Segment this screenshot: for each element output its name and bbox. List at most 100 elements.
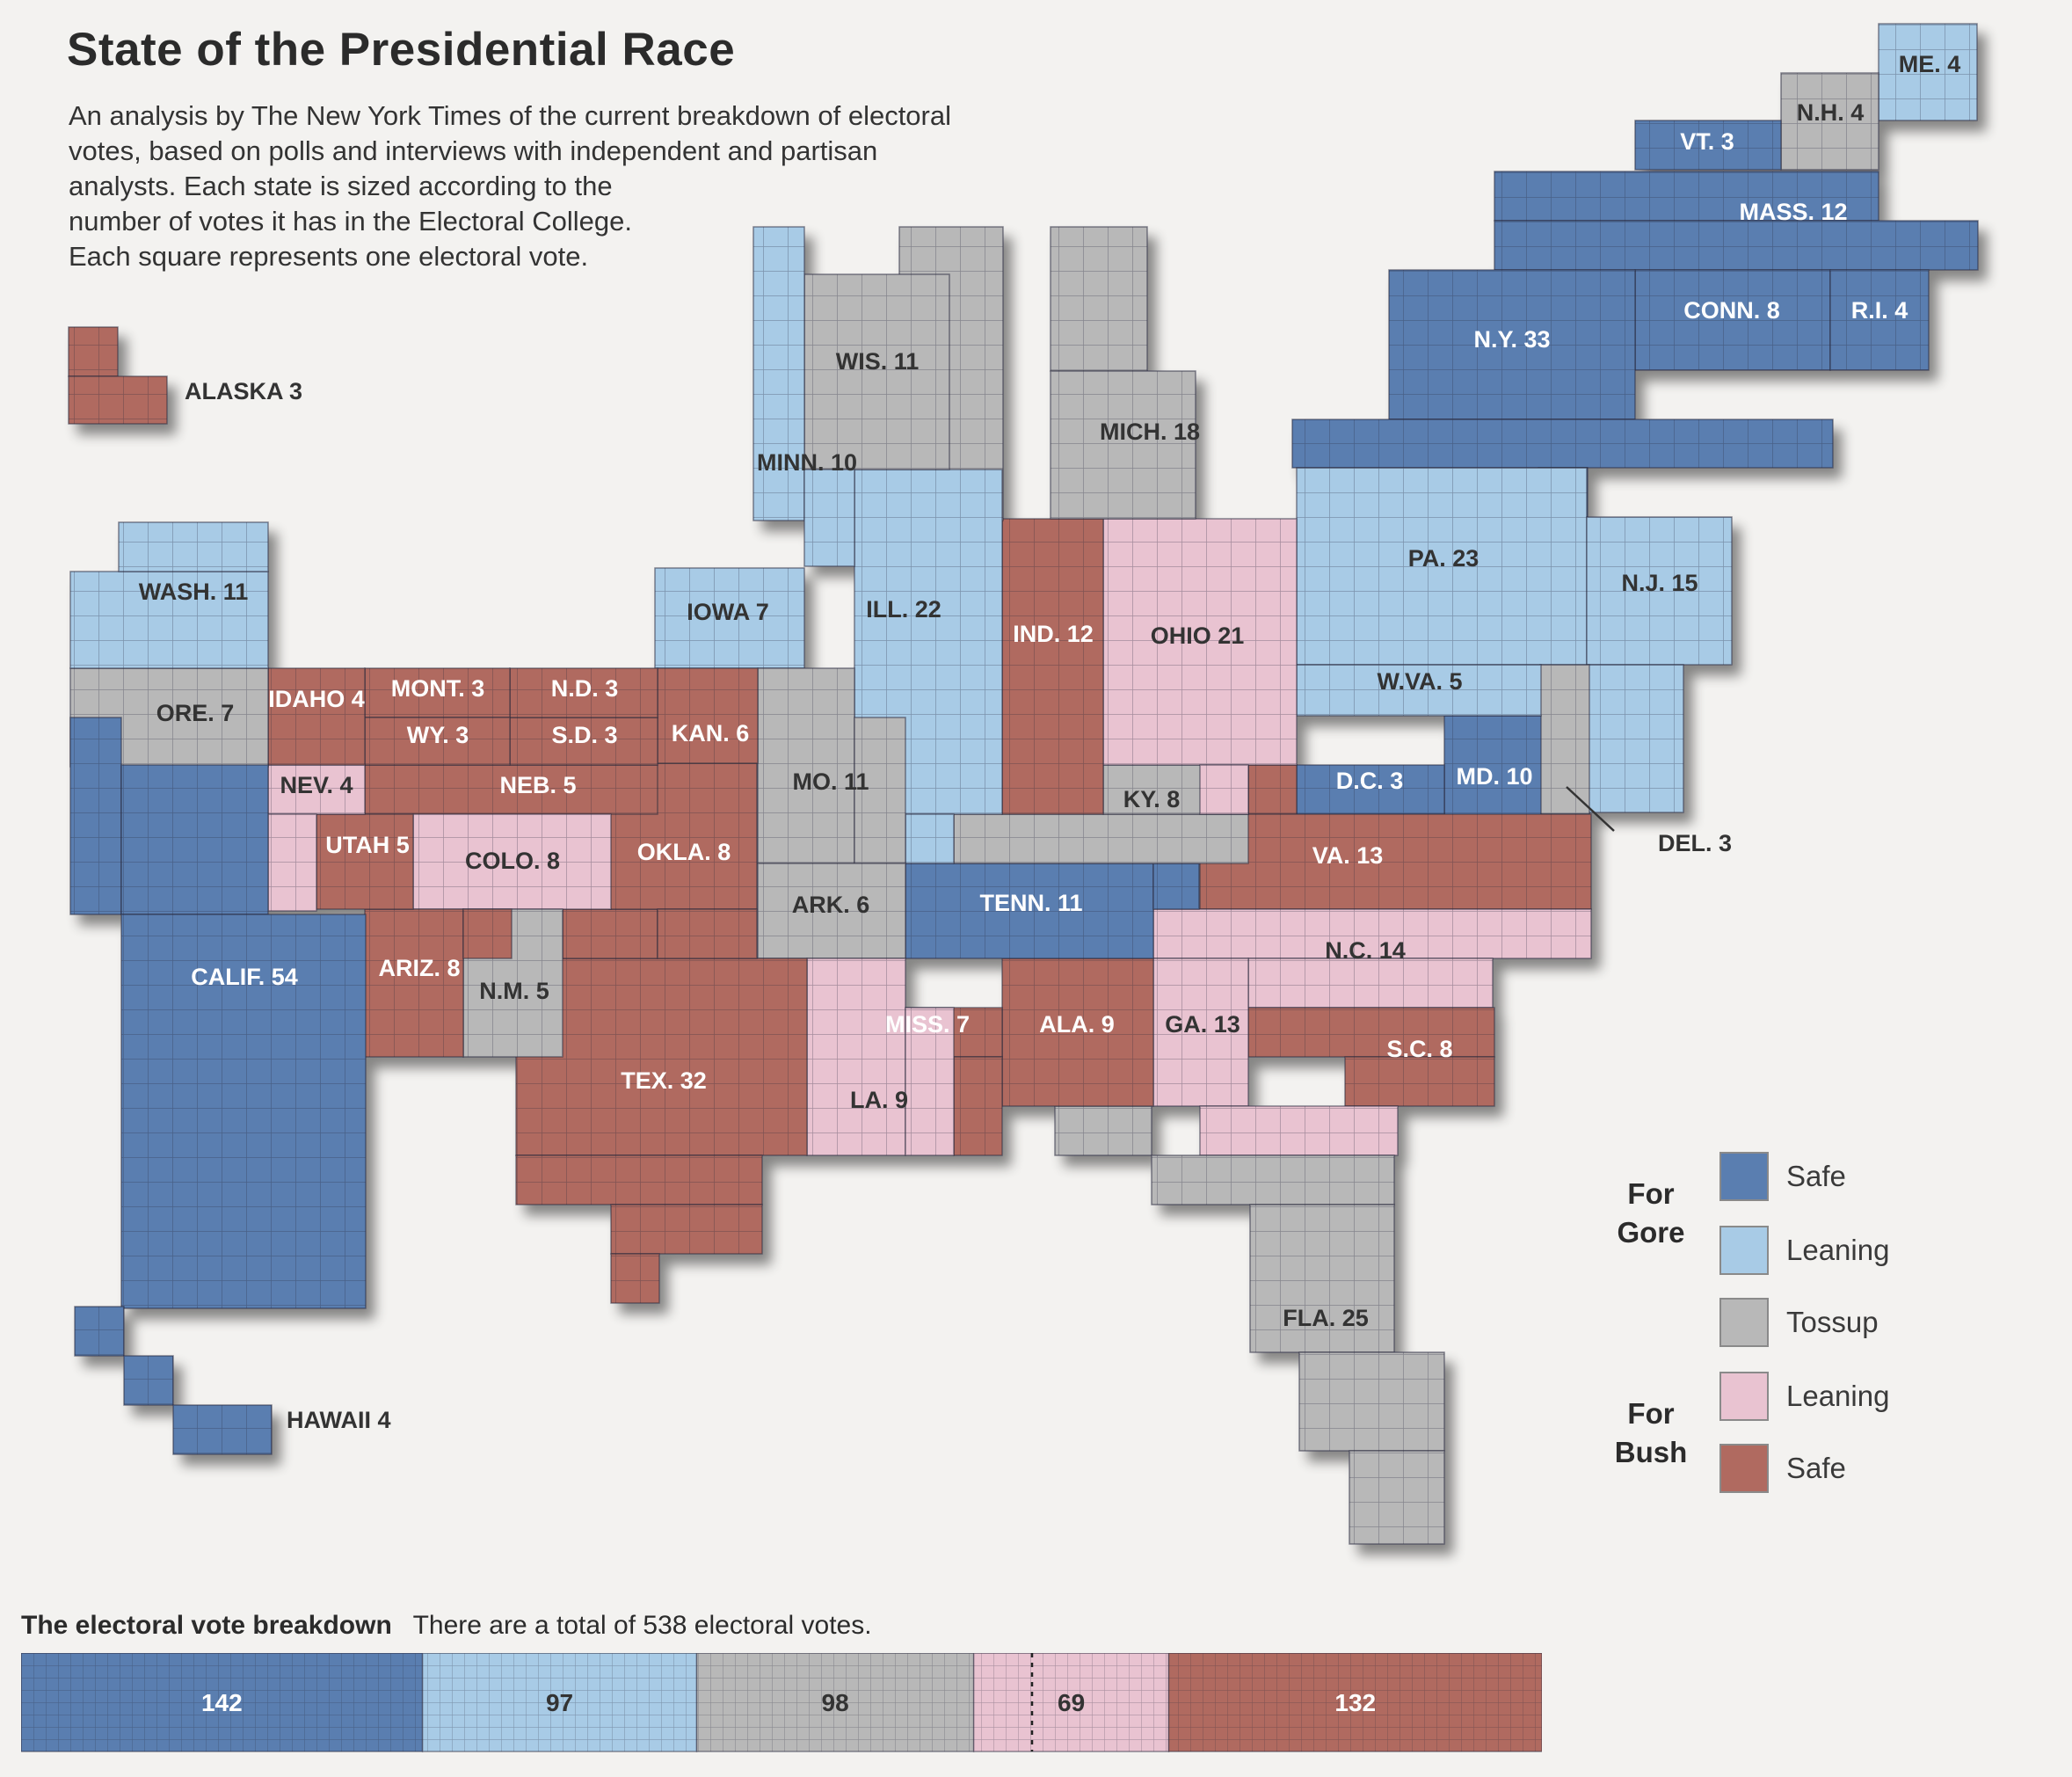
state-label-colo-8: COLO. 8 [465, 848, 560, 874]
state-conn-8 [1634, 269, 1831, 371]
vote-squares [462, 908, 513, 959]
legend-swatch [1719, 1226, 1769, 1275]
vote-squares [1001, 958, 1154, 1107]
vote-squares [515, 958, 808, 1156]
vote-squares [1152, 958, 1249, 1107]
vote-squares [267, 813, 317, 912]
vote-squares [1388, 269, 1636, 420]
state-n-y-33 [1291, 269, 1834, 518]
state-label-n-m-5: N.M. 5 [479, 978, 549, 1004]
state-s-c-8 [1247, 1007, 1495, 1107]
state-wash-11 [69, 521, 269, 669]
breakdown-segment-bush-leaning: 69 [972, 1653, 1170, 1752]
state-label-tenn-11: TENN. 11 [979, 890, 1082, 916]
vote-squares [1291, 419, 1834, 469]
vote-squares [1054, 1105, 1152, 1156]
vote-squares [267, 764, 366, 815]
state-fla-25 [1054, 1105, 1445, 1545]
state-label-ariz-8: ARIZ. 8 [378, 955, 460, 981]
state-utah-5 [316, 813, 414, 910]
vote-squares [1780, 72, 1879, 171]
state-label-ark-6: ARK. 6 [792, 892, 870, 918]
breakdown-value-bush-safe: 132 [1334, 1689, 1376, 1716]
vote-squares [657, 908, 758, 959]
state-s-d-3 [509, 717, 658, 766]
vote-squares [68, 375, 168, 425]
vote-squares [1344, 1056, 1495, 1107]
vote-squares [905, 813, 955, 864]
vote-squares [1586, 664, 1684, 813]
vote-squares [69, 717, 122, 915]
state-ind-12 [1001, 518, 1104, 815]
vote-squares [120, 914, 367, 1309]
vote-squares [364, 717, 511, 766]
state-va-13 [1199, 764, 1592, 910]
state-label-mo-11: MO. 11 [792, 768, 869, 795]
vote-squares [172, 1404, 273, 1455]
breakdown-value-gore-safe: 142 [201, 1689, 243, 1716]
vote-squares [905, 1007, 955, 1156]
vote-squares [1247, 958, 1494, 1009]
breakdown-squares [695, 1653, 975, 1752]
vote-squares [515, 1154, 763, 1205]
vote-squares [1634, 269, 1831, 371]
legend-label: Safe [1786, 1160, 1846, 1192]
vote-squares [1586, 516, 1733, 666]
breakdown-segment-bush-safe: 132 [1167, 1653, 1542, 1752]
legend-item-gore-leaning: Leaning [1719, 1226, 1889, 1275]
vote-squares [803, 273, 950, 470]
state-label-fla-25: FLA. 25 [1283, 1305, 1369, 1331]
state-label-me-4: ME. 4 [1899, 51, 1961, 77]
vote-squares [120, 764, 269, 915]
state-label-md-10: MD. 10 [1456, 763, 1532, 790]
state-vt-3 [1634, 120, 1782, 171]
description-line: number of votes it has in the Electoral … [69, 206, 633, 237]
vote-squares [1247, 1007, 1495, 1058]
vote-squares [1199, 1105, 1399, 1156]
vote-squares [657, 667, 759, 764]
state-me-4 [1878, 23, 1978, 121]
breakdown-segment-gore-leaning: 97 [421, 1653, 698, 1752]
legend-swatch [1719, 1444, 1769, 1493]
state-nev-4 [267, 764, 366, 912]
state-label-mass-12: MASS. 12 [1739, 199, 1847, 225]
state-n-c-14 [1152, 908, 1592, 1009]
legend-bush-heading: For Bush [1614, 1397, 1688, 1468]
state-label-wis-11: WIS. 11 [836, 348, 920, 375]
breakdown-squares [1167, 1653, 1542, 1752]
state-ky-8 [953, 764, 1249, 864]
vote-squares [412, 813, 612, 910]
state-pa-23 [1296, 467, 1588, 666]
state-ill-22 [854, 469, 1003, 864]
state-n-h-4 [1780, 72, 1879, 171]
electoral-cartogram: ME. 4 N.H. 4 VT. 3 MASS. 12 CONN. 8 R.I. 4 N.Y… [68, 23, 1979, 1545]
state-minn-10 [752, 226, 855, 567]
state-label-d-c-3: D.C. 3 [1336, 768, 1404, 794]
state-label-n-j-15: N.J. 15 [1621, 570, 1698, 596]
breakdown-squares [421, 1653, 698, 1752]
vote-squares [118, 521, 269, 572]
state-label-la-9: LA. 9 [850, 1087, 908, 1113]
vote-squares [1152, 863, 1200, 910]
vote-squares [1249, 1204, 1395, 1353]
vote-squares [1199, 813, 1592, 910]
vote-squares [803, 469, 855, 567]
vote-squares [562, 908, 658, 959]
vote-squares [757, 667, 855, 864]
state-ariz-8 [364, 908, 513, 1058]
state-ark-6 [757, 863, 906, 959]
state-label-kan-6: KAN. 6 [672, 720, 750, 746]
vote-squares [509, 717, 658, 766]
breakdown-value-bush-leaning: 69 [1058, 1689, 1085, 1716]
state-wis-11 [803, 273, 950, 470]
state-label-ind-12: IND. 12 [1013, 621, 1094, 647]
state-la-9 [806, 958, 955, 1156]
state-del-3 [1539, 664, 1590, 815]
state-kan-6 [657, 667, 759, 764]
state-label-hawaii-4: HAWAII 4 [287, 1407, 391, 1433]
state-r-i-4 [1829, 269, 1930, 371]
legend-item-bush-leaning: Leaning [1719, 1372, 1889, 1421]
vote-squares [1001, 518, 1104, 815]
vote-squares [1878, 23, 1978, 121]
state-alaska-3 [68, 326, 168, 425]
